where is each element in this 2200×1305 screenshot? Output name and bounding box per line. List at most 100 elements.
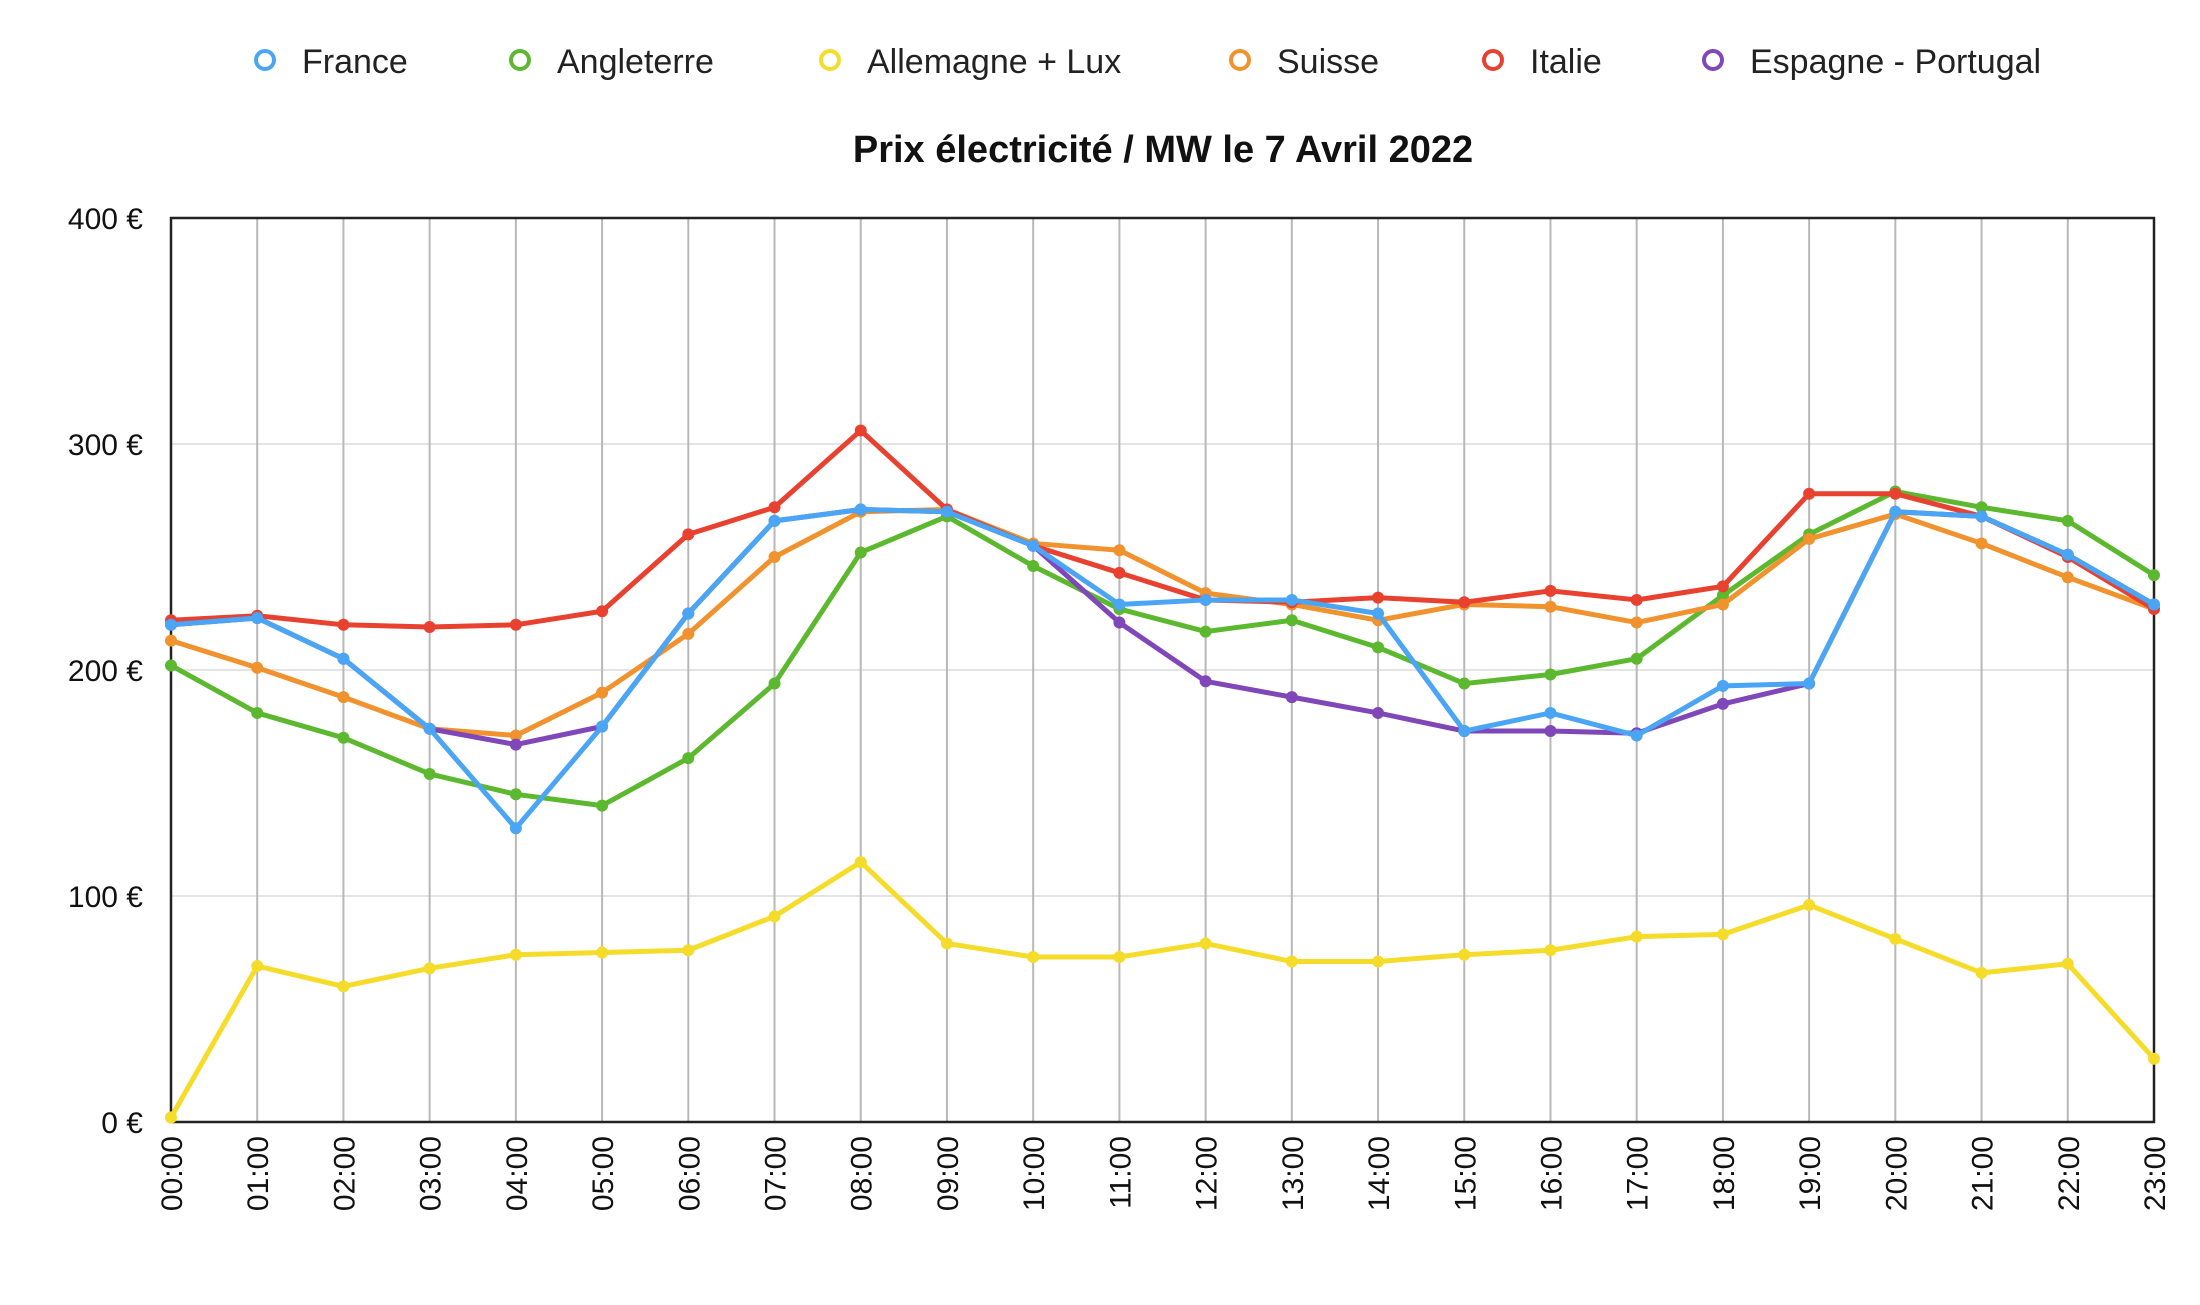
data-point — [1372, 607, 1385, 620]
data-point — [337, 652, 350, 665]
x-tick-label: 12:00 — [1191, 1136, 1224, 1211]
data-point — [1113, 544, 1126, 557]
data-point — [1544, 706, 1557, 719]
series-line — [170, 427, 2156, 630]
legend: France Angleterre Allemagne + Lux Suisse Ita… — [254, 43, 2041, 81]
data-point — [1889, 932, 1902, 945]
series-angleterre — [165, 485, 2160, 812]
data-point — [2148, 1052, 2160, 1065]
legend-label: Suisse — [1277, 43, 1379, 81]
data-point — [423, 962, 436, 975]
data-point — [1975, 510, 1988, 523]
data-point — [1803, 677, 1816, 690]
legend-label: France — [302, 43, 408, 81]
data-point — [1544, 584, 1557, 597]
data-point — [509, 738, 522, 751]
legend-label: Angleterre — [557, 43, 714, 81]
data-point — [1803, 532, 1816, 545]
data-point — [165, 1111, 177, 1124]
data-point — [423, 722, 436, 735]
data-point — [682, 607, 695, 620]
data-point — [337, 691, 350, 704]
data-point — [682, 752, 695, 765]
x-tick-label: 14:00 — [1363, 1136, 1396, 1211]
x-tick-label: 01:00 — [242, 1136, 275, 1211]
data-point — [682, 627, 695, 640]
data-point — [1889, 487, 1902, 500]
legend-item: Angleterre — [509, 43, 714, 81]
data-point — [2148, 569, 2160, 582]
data-point — [596, 720, 609, 733]
data-point — [596, 946, 609, 959]
y-tick-label: 200 € — [68, 655, 143, 688]
data-point — [1975, 501, 1988, 514]
x-tick-label: 03:00 — [415, 1136, 448, 1211]
data-point — [854, 856, 867, 869]
legend-item: Espagne - Portugal — [1702, 43, 2041, 81]
x-tick-label: 04:00 — [501, 1136, 534, 1211]
data-point — [1716, 697, 1729, 710]
grid — [169, 216, 2156, 1124]
data-point — [1372, 955, 1385, 968]
data-point — [337, 980, 350, 993]
data-point — [251, 612, 264, 625]
data-point — [2061, 514, 2074, 527]
data-point — [768, 551, 781, 563]
data-point — [596, 686, 609, 699]
data-point — [165, 618, 177, 631]
data-point — [1285, 955, 1298, 968]
data-point — [596, 799, 609, 812]
data-point — [1372, 641, 1385, 654]
data-point — [1544, 944, 1557, 957]
series-line — [170, 507, 2156, 831]
data-point — [509, 788, 522, 801]
data-point — [509, 618, 522, 631]
x-tick-label: 08:00 — [846, 1136, 879, 1211]
x-tick-label: 00:00 — [156, 1136, 189, 1211]
data-point — [337, 618, 350, 631]
data-point — [596, 605, 609, 618]
data-point — [1027, 539, 1040, 552]
data-point — [1716, 598, 1729, 611]
legend-item: Italie — [1482, 43, 1602, 81]
data-point — [2061, 571, 2074, 584]
data-point — [1716, 679, 1729, 692]
x-tick-label: 11:00 — [1104, 1136, 1137, 1209]
series-france — [165, 503, 2160, 835]
data-point — [1803, 487, 1816, 500]
x-tick-label: 06:00 — [673, 1136, 706, 1211]
data-point — [854, 424, 867, 437]
series-line — [170, 507, 2155, 739]
data-point — [251, 706, 264, 719]
series-line — [168, 859, 2156, 1119]
x-tick-label: 17:00 — [1622, 1136, 1655, 1211]
data-point — [1027, 951, 1040, 964]
data-point — [2061, 548, 2074, 561]
y-tick-label: 0 € — [101, 1107, 143, 1140]
data-point — [1630, 729, 1643, 742]
data-point — [854, 503, 867, 516]
data-point — [251, 661, 264, 674]
x-tick-label: 21:00 — [1967, 1136, 2000, 1211]
legend-marker-icon — [1702, 49, 1724, 71]
data-point — [768, 501, 781, 514]
x-tick-label: 07:00 — [760, 1136, 793, 1211]
data-point — [2061, 957, 2074, 970]
data-point — [1544, 668, 1557, 681]
data-point — [1113, 598, 1126, 611]
data-point — [854, 546, 867, 559]
data-point — [1975, 537, 1988, 550]
data-point — [1372, 706, 1385, 719]
data-point — [940, 505, 953, 518]
x-tick-label: 10:00 — [1018, 1136, 1051, 1211]
y-axis: 0 € 100 € 200 € 300 € 400 € — [68, 203, 143, 1140]
data-point — [1716, 928, 1729, 941]
data-point — [1199, 937, 1212, 950]
data-point — [1199, 675, 1212, 688]
data-point — [1630, 652, 1643, 665]
data-point — [1113, 566, 1126, 579]
data-point — [1285, 691, 1298, 704]
y-tick-label: 300 € — [68, 429, 143, 462]
data-point — [165, 659, 177, 672]
x-tick-label: 15:00 — [1449, 1136, 1482, 1211]
